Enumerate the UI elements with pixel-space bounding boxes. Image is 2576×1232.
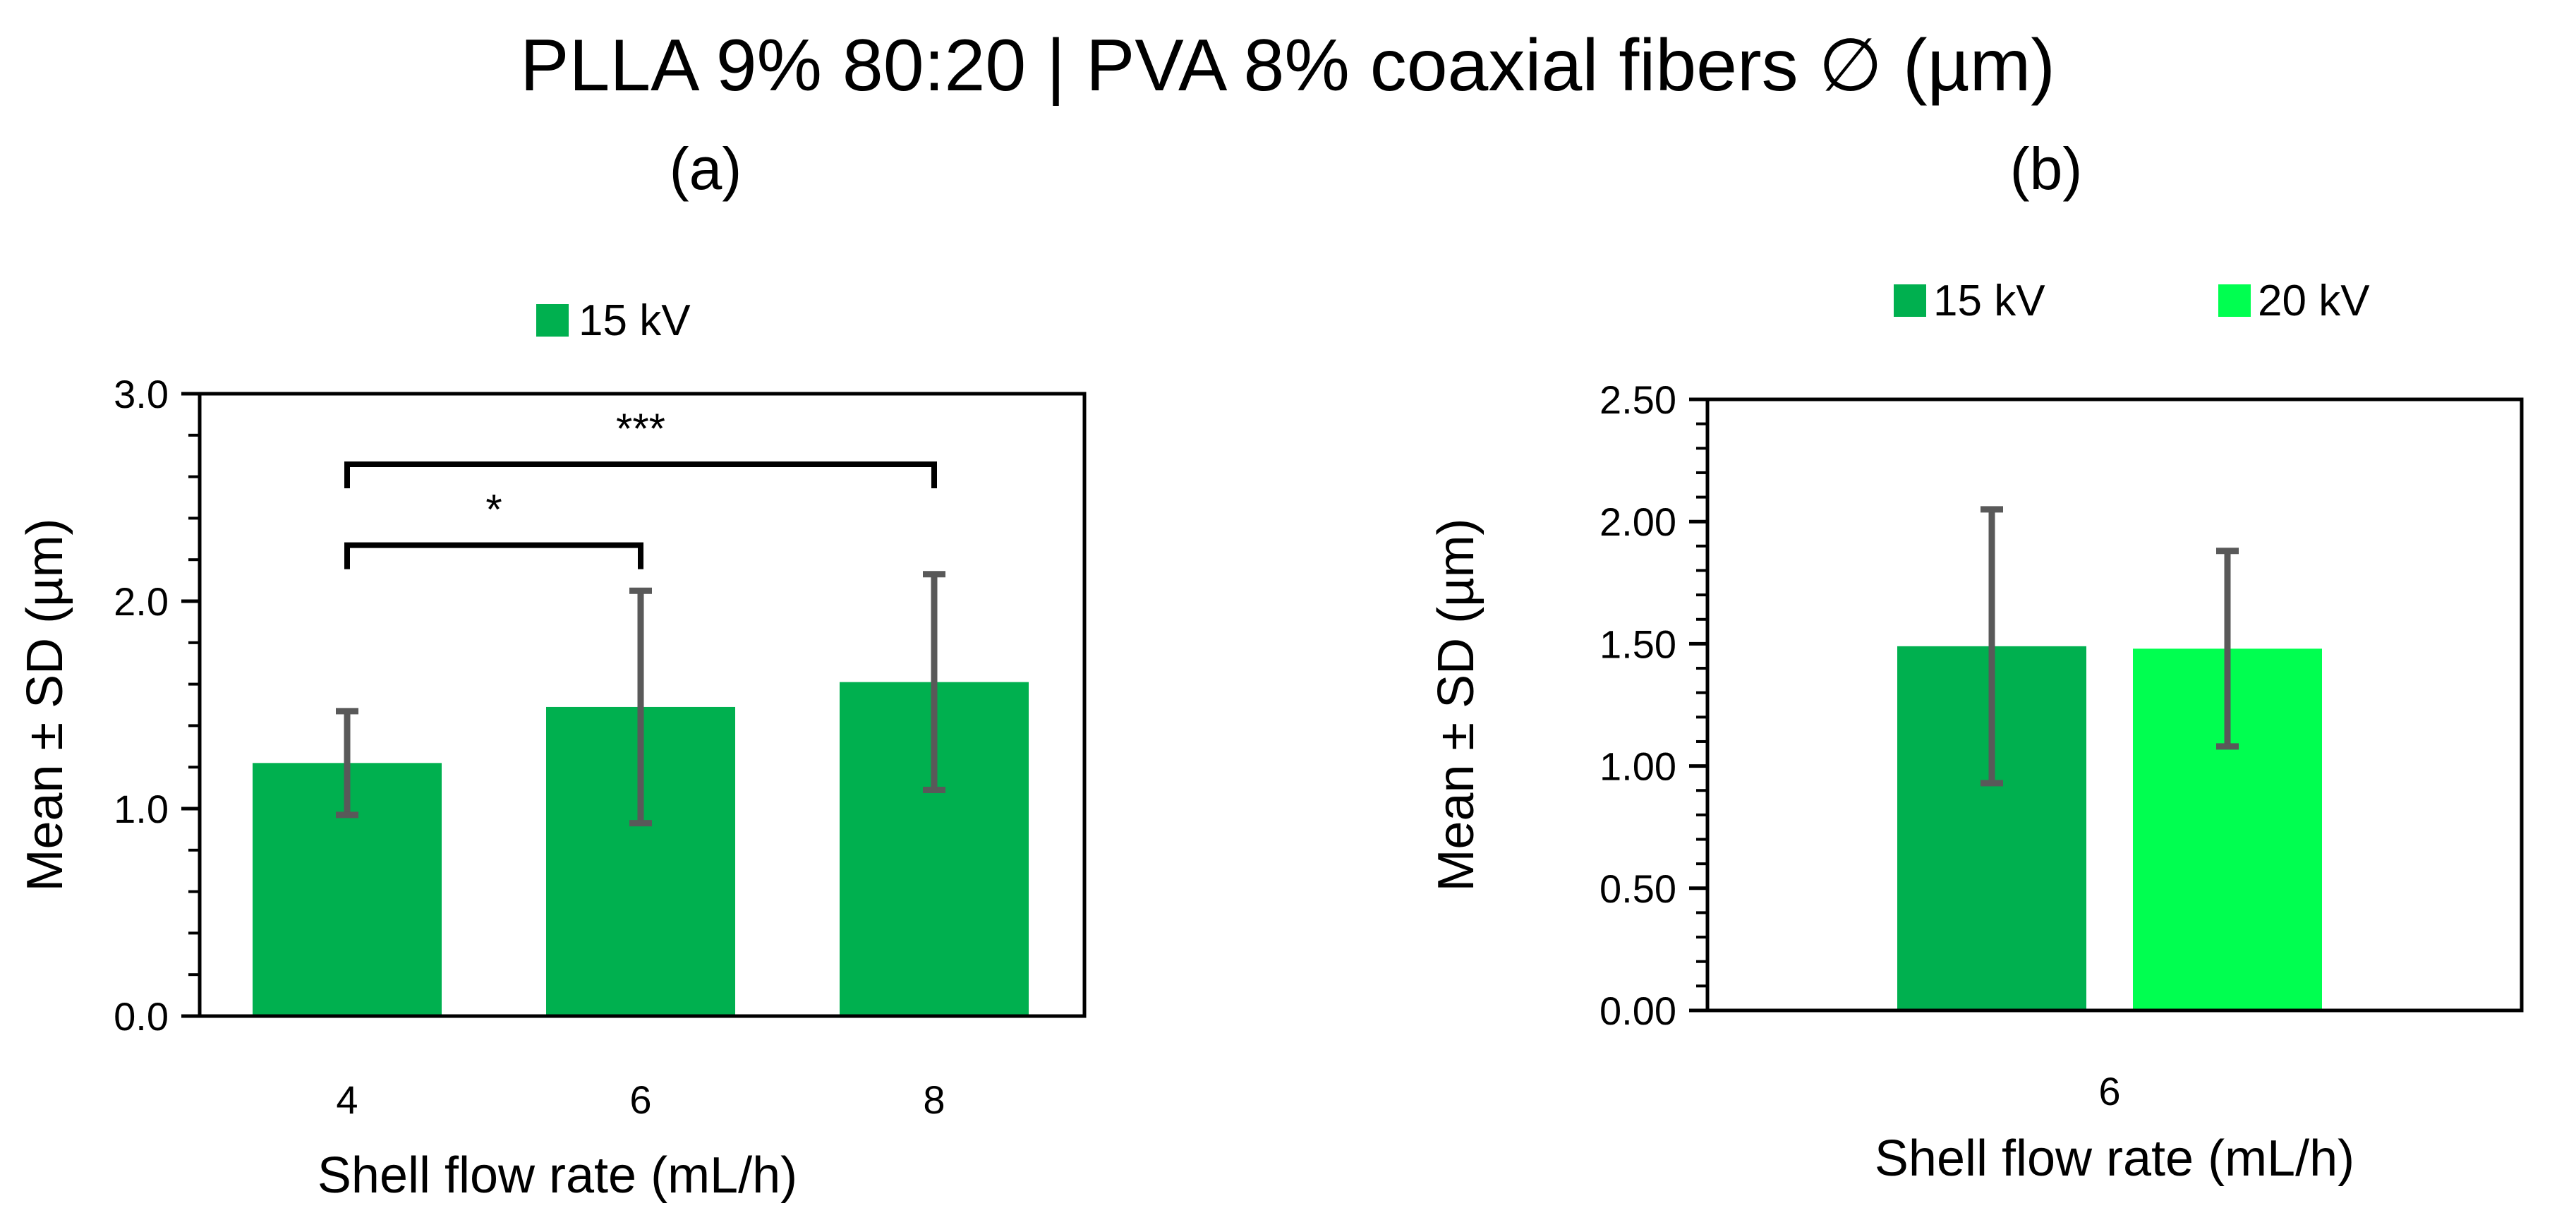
significance-bracket-1 <box>344 461 937 488</box>
significance-label-0: * <box>485 486 502 533</box>
legend-label-a-0: 15 kV <box>579 296 691 345</box>
legend-swatch-b-1 <box>2218 284 2251 317</box>
panel-label-a: (a) <box>670 135 742 202</box>
x-axis-title-a: Shell flow rate (mL/h) <box>318 1147 797 1204</box>
y-tick-label-b: 0.50 <box>1600 866 1676 911</box>
significance-bracket-0 <box>344 542 643 569</box>
y-tick-label-a: 0.0 <box>114 994 169 1039</box>
x-tick-label-a: 6 <box>629 1077 651 1122</box>
x-tick-label-b: 6 <box>2098 1069 2120 1113</box>
x-axis-title-b: Shell flow rate (mL/h) <box>1875 1130 2354 1187</box>
y-tick-label-b: 2.50 <box>1600 378 1676 422</box>
chart-panel-a: (a) 0.0 1.0 2.0 3.0 4 6 8 Shell flow rate (mL/h)… <box>17 135 1087 1204</box>
y-axis-title-a: Mean ± SD (µm) <box>17 518 73 891</box>
legend-swatch-a-0 <box>536 304 569 337</box>
y-tick-label-b: 2.00 <box>1600 500 1676 544</box>
y-tick-label-b: 0.00 <box>1600 989 1676 1033</box>
plot-frame-a <box>198 392 1087 1018</box>
significance-label-1: *** <box>616 405 665 452</box>
panel-label-b: (b) <box>2010 135 2083 202</box>
legend-label-b-1: 20 kV <box>2258 277 2370 325</box>
y-tick-label-b: 1.50 <box>1600 622 1676 666</box>
legend-swatch-b-0 <box>1894 284 1926 317</box>
figure-title: PLLA 9% 80:20 | PVA 8% coaxial fibers ∅ … <box>520 25 2055 107</box>
plot-frame-b <box>1705 397 2524 1013</box>
x-tick-label-a: 8 <box>923 1077 945 1122</box>
y-tick-label-a: 3.0 <box>114 372 169 416</box>
x-tick-label-a: 4 <box>336 1077 358 1122</box>
y-tick-label-a: 1.0 <box>114 787 169 831</box>
legend-label-b-0: 15 kV <box>1933 277 2045 325</box>
y-tick-label-b: 1.00 <box>1600 744 1676 789</box>
chart-panel-b: (b) 0.00 0.50 1.00 1.50 2.00 2.50 6 Shell flow r… <box>1428 135 2524 1187</box>
y-tick-label-a: 2.0 <box>114 579 169 624</box>
y-axis-title-b: Mean ± SD (µm) <box>1428 518 1484 891</box>
